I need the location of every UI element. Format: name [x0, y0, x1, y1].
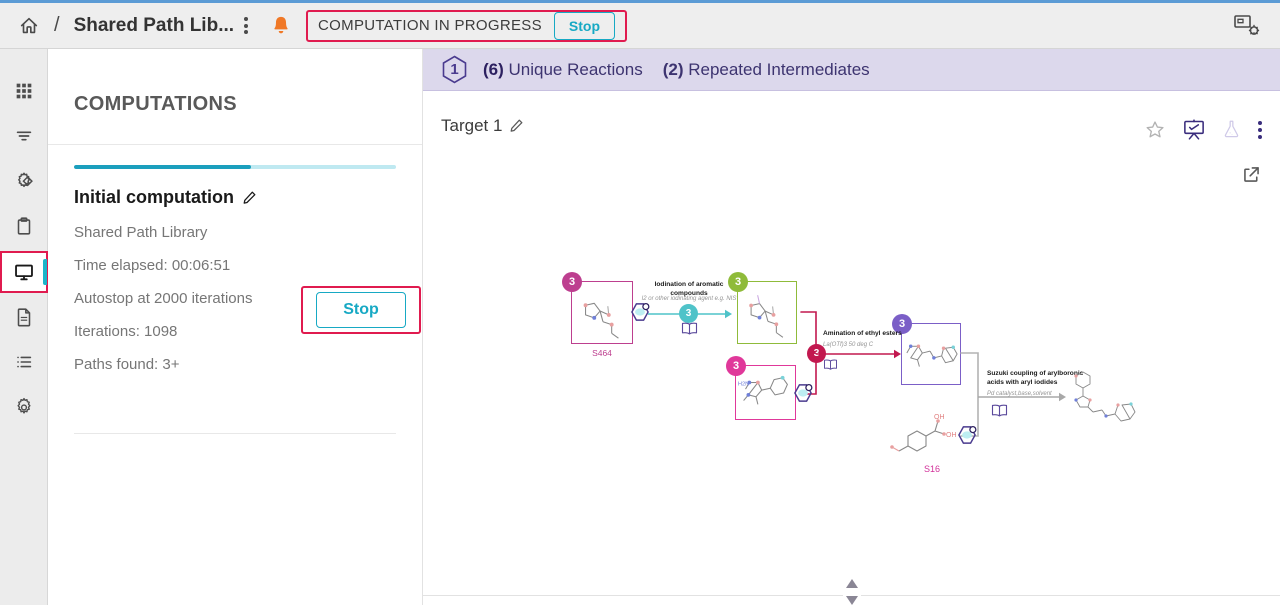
svg-text:OH: OH [934, 414, 945, 421]
svg-text:H2N: H2N [738, 381, 749, 387]
svg-text:OH: OH [946, 432, 957, 439]
